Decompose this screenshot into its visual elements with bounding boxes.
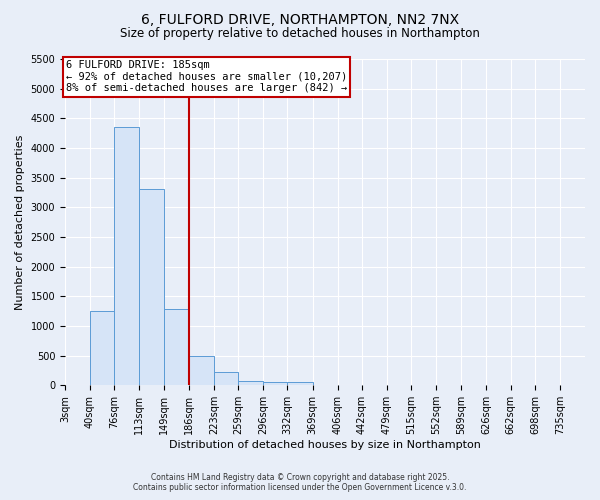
- X-axis label: Distribution of detached houses by size in Northampton: Distribution of detached houses by size …: [169, 440, 481, 450]
- Bar: [287, 382, 313, 385]
- Bar: [115, 127, 139, 385]
- Bar: [164, 310, 189, 385]
- Text: Contains HM Land Registry data © Crown copyright and database right 2025.
Contai: Contains HM Land Registry data © Crown c…: [133, 473, 467, 492]
- Y-axis label: Number of detached properties: Number of detached properties: [15, 134, 25, 310]
- Text: 6 FULFORD DRIVE: 185sqm
← 92% of detached houses are smaller (10,207)
8% of semi: 6 FULFORD DRIVE: 185sqm ← 92% of detache…: [66, 60, 347, 94]
- Text: 6, FULFORD DRIVE, NORTHAMPTON, NN2 7NX: 6, FULFORD DRIVE, NORTHAMPTON, NN2 7NX: [141, 12, 459, 26]
- Bar: [139, 190, 164, 385]
- Text: Size of property relative to detached houses in Northampton: Size of property relative to detached ho…: [120, 28, 480, 40]
- Bar: [189, 356, 214, 385]
- Bar: [263, 382, 287, 385]
- Bar: [238, 381, 263, 385]
- Bar: [214, 372, 238, 385]
- Bar: [90, 311, 115, 385]
